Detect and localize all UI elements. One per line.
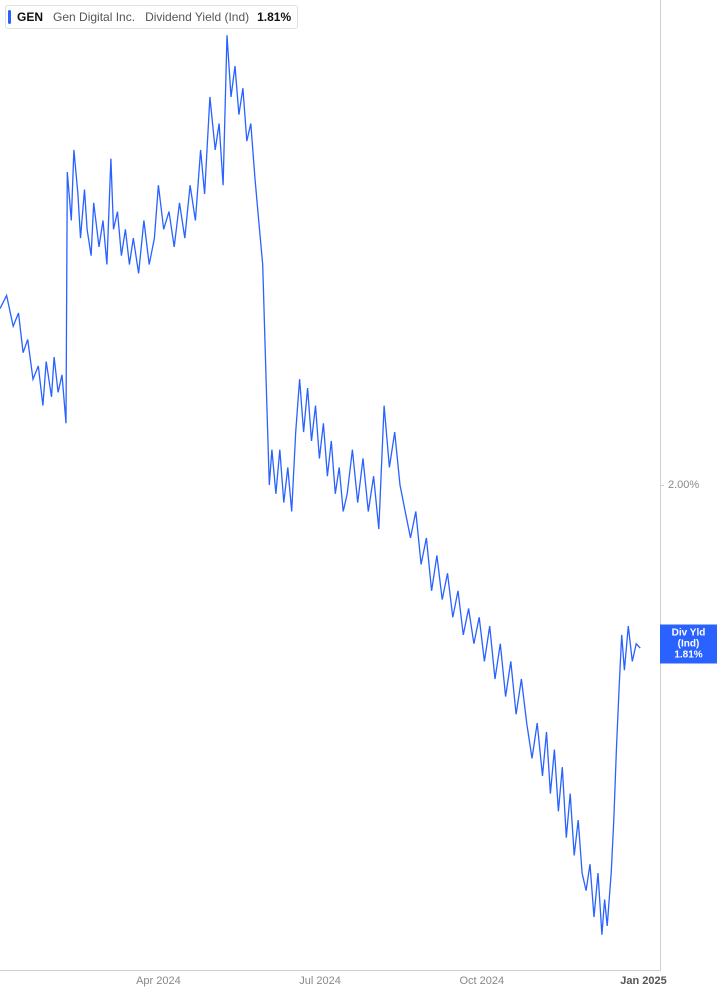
x-axis-label: Apr 2024 (136, 975, 181, 987)
x-axis-label: Jan 2025 (620, 975, 666, 987)
x-axis-label: Oct 2024 (459, 975, 504, 987)
value-tag-label: Div Yld (Ind) (660, 627, 717, 649)
y-axis-tick (660, 485, 664, 486)
line-chart-svg (0, 0, 660, 970)
dividend-yield-line (0, 35, 640, 934)
chart-plot-area[interactable] (0, 0, 661, 971)
x-axis-label: Jul 2024 (299, 975, 341, 987)
current-value-tag: Div Yld (Ind) 1.81% (660, 624, 717, 663)
y-axis-label: 2.00% (668, 479, 699, 491)
value-tag-value: 1.81% (660, 649, 717, 660)
